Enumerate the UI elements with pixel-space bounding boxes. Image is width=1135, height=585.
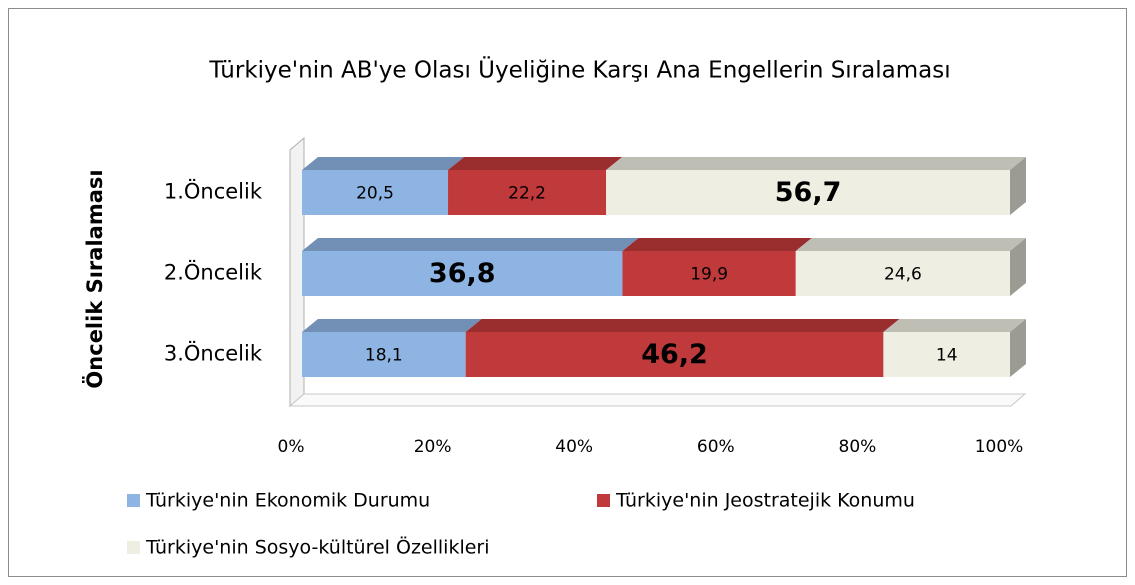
bar-top — [795, 238, 1026, 251]
value-label: 24,6 — [884, 265, 922, 285]
bar-side — [1010, 238, 1026, 296]
y-tick-label: 2.Öncelik — [164, 260, 263, 285]
bar-top — [622, 238, 812, 251]
bar-top — [606, 157, 1026, 170]
value-label: 20,5 — [356, 184, 394, 204]
y-tick-label: 1.Öncelik — [164, 179, 263, 204]
value-label: 46,2 — [641, 339, 708, 370]
floor — [288, 393, 1027, 407]
x-tick-label: 60% — [697, 437, 735, 457]
y-axis-title: Öncelik Sıralaması — [82, 169, 107, 388]
bar — [302, 332, 466, 377]
value-label: 56,7 — [775, 177, 842, 208]
value-label: 36,8 — [429, 258, 496, 289]
bar — [883, 332, 1010, 377]
bar-top — [448, 157, 623, 170]
legend-label: Türkiye'nin Sosyo-kültürel Özellikleri — [145, 536, 490, 559]
back-wall — [289, 136, 305, 408]
bar — [622, 251, 796, 296]
x-tick-label: 80% — [839, 437, 877, 457]
value-label: 14 — [936, 346, 958, 366]
x-tick-label: 40% — [555, 437, 593, 457]
x-tick-label: 100% — [975, 437, 1024, 457]
bar-side — [1010, 157, 1026, 215]
legend-swatch — [127, 541, 140, 554]
bar — [448, 170, 607, 215]
value-label: 19,9 — [690, 265, 728, 285]
value-label: 22,2 — [508, 184, 546, 204]
bar-top — [883, 319, 1026, 332]
bar-side — [1010, 319, 1026, 377]
bar-top — [302, 319, 482, 332]
legend-swatch — [597, 494, 610, 507]
value-label: 18,1 — [365, 346, 403, 366]
legend-label: Türkiye'nin Jeostratejik Konumu — [615, 490, 915, 512]
legend-label: Türkiye'nin Ekonomik Durumu — [145, 490, 430, 512]
bar-top — [302, 157, 465, 170]
x-tick-label: 20% — [414, 437, 452, 457]
legend-swatch — [127, 494, 140, 507]
bar — [302, 251, 623, 296]
bar — [465, 332, 884, 377]
bar-top — [465, 319, 900, 332]
bar — [302, 170, 449, 215]
x-tick-label: 0% — [278, 437, 305, 457]
bar — [606, 170, 1010, 215]
chart-title: Türkiye'nin AB'ye Olası Üyeliğine Karşı … — [208, 56, 950, 84]
bar — [795, 251, 1010, 296]
bar-top — [302, 238, 639, 251]
y-tick-label: 3.Öncelik — [164, 341, 263, 366]
